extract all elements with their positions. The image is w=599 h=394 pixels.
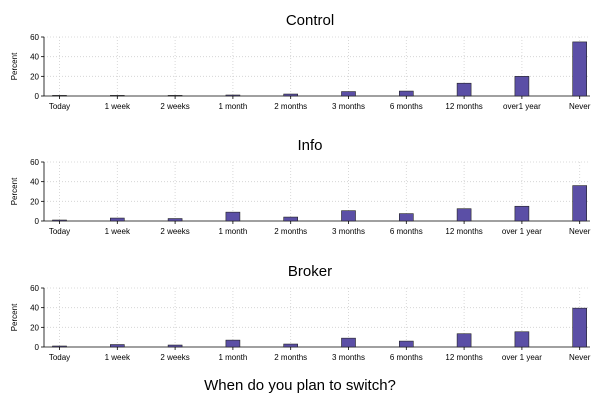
bar-info [52,219,67,222]
bar-control [456,82,472,97]
bar-info [572,185,588,222]
x-tick-label: 12 months [445,102,482,111]
x-tick-label: Today [49,227,70,236]
panel-title: Broker [288,263,332,280]
y-axis-label: Percent [10,177,19,205]
bar-broker [572,307,588,348]
x-tick-label: 2 months [274,102,307,111]
x-tick-label: 3 months [332,353,365,362]
panel-title: Control [286,12,334,29]
x-tick-label: 6 months [390,102,423,111]
y-tick-label: 20 [30,323,39,332]
y-tick-label: 0 [35,217,40,226]
bar-control [167,95,183,97]
x-tick-label: 3 months [332,227,365,236]
y-tick-label: 40 [30,304,39,313]
x-tick-label: 1 month [218,353,247,362]
bar-info [341,210,356,222]
bar-broker [167,344,183,348]
x-tick-label: 12 months [445,353,482,362]
bar-info [110,217,125,222]
x-tick-label: 1 month [218,102,247,111]
bar-broker [283,343,299,348]
x-tick-label: 1 week [105,102,131,111]
bar-broker [110,344,125,348]
bar-info [225,211,241,222]
y-tick-label: 20 [30,197,39,206]
x-tick-label: over 1 year [502,353,542,362]
bar-broker [341,337,356,348]
bar-control [341,91,356,97]
panel-title: Info [297,137,322,154]
bar-info [167,218,183,222]
x-tick-label: over1 year [503,102,541,111]
bar-broker [225,339,241,348]
panel-info: Info 0 20 40 60 Percent Today 1 week 2 weeks 1 mo… [10,137,591,236]
x-tick-label: 2 months [274,227,307,236]
bar-info [283,216,299,222]
bar-info [514,205,530,222]
x-tick-label: 1 week [105,353,131,362]
bar-broker [52,345,67,348]
bar-broker [398,340,414,348]
y-tick-label: 40 [30,178,39,187]
x-tick-label: 1 month [218,227,247,236]
bar-info [456,208,472,222]
y-tick-label: 60 [30,33,39,42]
x-tick-label: Never [569,353,591,362]
x-tick-label: Never [569,102,591,111]
x-tick-label: 6 months [390,353,423,362]
y-tick-label: 20 [30,72,39,81]
bar-control [572,41,588,97]
y-axis-label: Percent [10,303,19,331]
x-tick-label: 2 weeks [160,102,189,111]
x-tick-label: 3 months [332,102,365,111]
bar-control [514,76,530,97]
bar-control [110,95,125,97]
bar-control [52,95,67,97]
x-tick-label: 12 months [445,227,482,236]
bar-control [283,93,299,97]
bar-control [398,90,414,97]
panel-broker: Broker 0 20 40 60 Percent Today 1 week 2 weeks 1 … [10,263,591,362]
bar-broker [514,331,530,348]
y-tick-label: 0 [35,92,40,101]
y-tick-label: 40 [30,53,39,62]
y-axis-label: Percent [10,52,19,80]
x-tick-label: Today [49,102,70,111]
x-tick-label: 6 months [390,227,423,236]
x-axis-label: When do you plan to switch? [204,377,396,394]
bar-broker [456,333,472,348]
y-tick-label: 60 [30,158,39,167]
x-tick-label: Never [569,227,591,236]
bar-info [398,213,414,222]
x-tick-label: over 1 year [502,227,542,236]
x-tick-label: 2 months [274,353,307,362]
x-tick-label: 2 weeks [160,227,189,236]
x-tick-label: Today [49,353,70,362]
x-tick-label: 2 weeks [160,353,189,362]
panel-control: Control 0 20 40 60 Percent Today 1 week 2 weeks 1… [10,12,591,111]
bar-control [225,94,241,97]
y-tick-label: 0 [35,343,40,352]
x-tick-label: 1 week [105,227,131,236]
y-tick-label: 60 [30,284,39,293]
